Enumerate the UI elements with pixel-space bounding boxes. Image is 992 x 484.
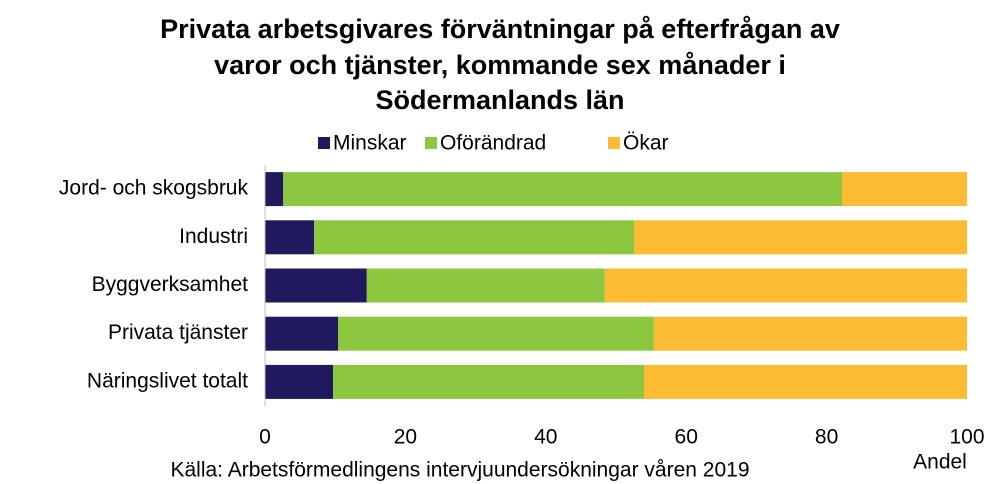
x-tick-label: 80: [815, 426, 838, 449]
bar-segment: [265, 316, 339, 351]
bar-segment: [283, 172, 843, 207]
chart-title: varor och tjänster, kommande sex månader…: [214, 50, 786, 80]
y-tick-label: Byggverksamhet: [92, 273, 249, 296]
legend-label: Oförändrad: [440, 132, 546, 155]
bar-segment: [653, 316, 967, 351]
bar-segment: [265, 364, 334, 399]
bar-segment: [333, 364, 645, 399]
bar-segment: [265, 220, 315, 255]
bar-segment: [366, 268, 605, 303]
y-tick-label: Näringslivet totalt: [87, 369, 248, 392]
y-tick-label: Industri: [179, 225, 248, 248]
legend-label: Minskar: [333, 132, 407, 155]
x-tick-label: 100: [949, 426, 984, 449]
bar-segment: [265, 172, 284, 207]
x-tick-label: 0: [259, 426, 271, 449]
chart-title: Privata arbetsgivares förväntningar på e…: [160, 14, 840, 44]
y-tick-label: Privata tjänster: [108, 321, 248, 344]
bar-segment: [314, 220, 635, 255]
legend-swatch: [318, 137, 330, 149]
x-tick-label: 60: [675, 426, 698, 449]
legend-swatch: [425, 137, 437, 149]
bar-segment: [842, 172, 967, 207]
y-tick-label: Jord- och skogsbruk: [59, 177, 249, 200]
legend-swatch: [608, 137, 620, 149]
x-axis-label: Andel: [913, 451, 967, 474]
bar-segment: [634, 220, 967, 255]
source: Källa: Arbetsförmedlingens intervjuunder…: [170, 459, 749, 482]
bar-segment: [265, 268, 367, 303]
x-tick-label: 40: [534, 426, 557, 449]
bar-segment: [338, 316, 654, 351]
legend-label: Ökar: [623, 132, 669, 155]
bar-segment: [604, 268, 967, 303]
chart-title: Södermanlands län: [375, 85, 624, 115]
bar-segment: [644, 364, 967, 399]
x-tick-label: 20: [394, 426, 417, 449]
